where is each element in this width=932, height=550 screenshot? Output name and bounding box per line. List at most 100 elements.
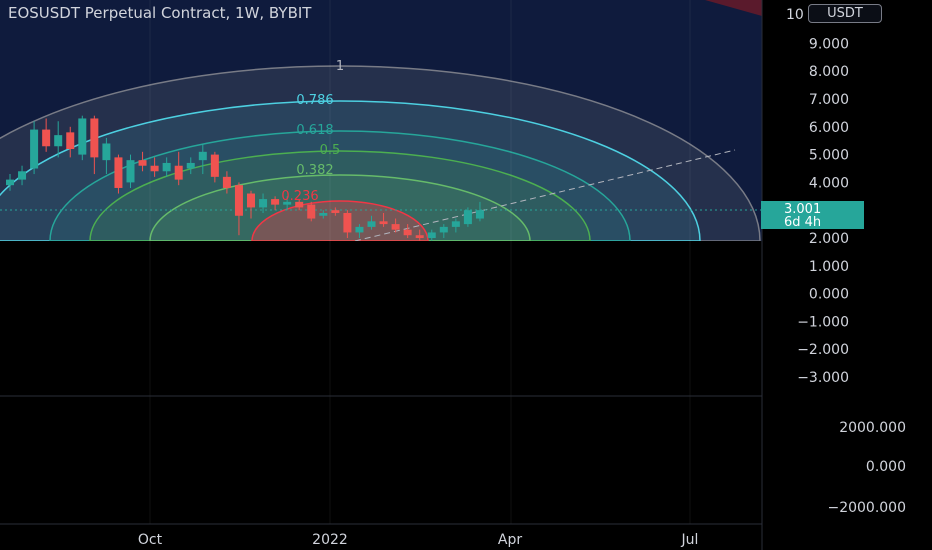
price-tick-label: 9.000 (809, 36, 849, 52)
currency-button[interactable]: USDT (808, 4, 882, 23)
candle[interactable] (18, 165, 27, 186)
candle[interactable] (174, 151, 183, 186)
chart-title: EOSUSDT Perpetual Contract, 1W, BYBIT (8, 4, 312, 22)
candle[interactable] (126, 154, 135, 188)
candle-body (210, 154, 219, 177)
candle-body (150, 165, 159, 172)
candle[interactable] (475, 201, 484, 222)
fib-labels: 1 0.786 0.618 0.5 0.382 0.236 (281, 59, 344, 204)
candle-body (234, 185, 243, 216)
price-tick-label: 7.000 (809, 92, 849, 108)
price-tick-label: −3.000 (797, 370, 849, 386)
candle[interactable] (114, 154, 123, 194)
candle[interactable] (439, 224, 448, 238)
candle-body (319, 212, 328, 216)
fib-arc-label: 1 (336, 59, 344, 74)
candle[interactable] (102, 137, 111, 175)
fib-arc-5[interactable] (251, 200, 429, 241)
candle-body (463, 210, 472, 225)
candle-body (307, 204, 316, 219)
price-tick-label: 2.000 (809, 231, 849, 247)
candle[interactable] (6, 174, 14, 191)
fib-arc-0[interactable] (0, 65, 761, 241)
candle-body (102, 143, 111, 161)
candle[interactable] (355, 224, 364, 238)
candle[interactable] (222, 171, 231, 194)
candle[interactable] (186, 157, 195, 175)
fib-arc-label: 0.5 (320, 143, 341, 158)
fib-arc-2[interactable] (49, 130, 631, 241)
candles-layer[interactable] (6, 115, 484, 241)
candle[interactable] (415, 229, 424, 241)
candle[interactable] (451, 218, 460, 233)
indicator-tick-label: −2000.000 (827, 500, 906, 516)
candle-body (391, 224, 400, 230)
candle-body (222, 176, 231, 188)
candle-body (198, 151, 207, 161)
candle-body (6, 179, 14, 186)
candle[interactable] (403, 224, 412, 238)
candle-body (174, 165, 183, 180)
candle-body (343, 212, 352, 233)
candle[interactable] (259, 193, 268, 213)
price-tick-label: 5.000 (809, 148, 849, 164)
candle[interactable] (66, 126, 75, 158)
price-tick-label: 6.000 (809, 120, 849, 136)
candle[interactable] (283, 196, 292, 211)
candle[interactable] (234, 182, 243, 236)
grid-lines (149, 0, 691, 524)
fib-arc-label: 0.618 (296, 123, 333, 138)
candle[interactable] (427, 229, 436, 241)
last-price-value: 3.001 (784, 202, 822, 217)
time-axis[interactable]: Oct 2022 Apr Jul (138, 532, 699, 548)
fib-arc-label: 0.786 (296, 93, 333, 108)
time-tick-label: Apr (498, 532, 522, 548)
top-right-band (705, 0, 762, 16)
trend-dashed-line[interactable] (354, 149, 736, 241)
candle[interactable] (150, 157, 159, 177)
candle[interactable] (391, 218, 400, 233)
candle-body (475, 210, 484, 219)
indicator-axis[interactable]: 2000.000 0.000 −2000.000 (827, 420, 906, 516)
fib-arc-4[interactable] (149, 174, 531, 241)
candle[interactable] (319, 210, 328, 219)
time-tick-label: 2022 (312, 532, 348, 548)
price-tick-label: 0.000 (809, 287, 849, 303)
candle[interactable] (42, 118, 51, 152)
candle[interactable] (30, 121, 39, 175)
candle[interactable] (331, 207, 340, 216)
indicator-tick-label: 2000.000 (839, 420, 906, 436)
candle-body (259, 199, 268, 208)
candle[interactable] (54, 121, 63, 158)
candle-body (271, 199, 280, 205)
candle[interactable] (247, 190, 255, 219)
candle[interactable] (210, 151, 219, 183)
candle[interactable] (78, 115, 87, 161)
candle-body (30, 129, 39, 169)
candle[interactable] (162, 157, 171, 177)
time-tick-label: Jul (681, 532, 699, 548)
candle[interactable] (343, 210, 352, 238)
price-axis[interactable]: 10 9.000 8.000 7.000 6.000 5.000 4.000 2.000 1.0… (786, 7, 849, 386)
candle[interactable] (90, 115, 99, 175)
candle-body (78, 118, 87, 155)
candle[interactable] (307, 201, 316, 222)
candle[interactable] (198, 143, 207, 175)
fib-arc-label: 0.382 (296, 163, 333, 178)
candle[interactable] (138, 151, 147, 172)
candle[interactable] (295, 199, 304, 211)
price-tick-label: −1.000 (797, 314, 849, 330)
price-tick-label-partial: 10 (786, 7, 804, 23)
candle-body (126, 160, 135, 183)
last-price-tag: 3.001 6d 4h (761, 201, 864, 229)
price-tick-label: 1.000 (809, 259, 849, 275)
candle-body (367, 221, 376, 227)
candle-body (331, 210, 340, 213)
candle[interactable] (463, 207, 472, 227)
indicator-tick-label: 0.000 (866, 459, 906, 475)
candle-body (18, 171, 27, 180)
candle[interactable] (367, 215, 376, 230)
candle[interactable] (379, 212, 388, 227)
candle[interactable] (271, 196, 280, 211)
